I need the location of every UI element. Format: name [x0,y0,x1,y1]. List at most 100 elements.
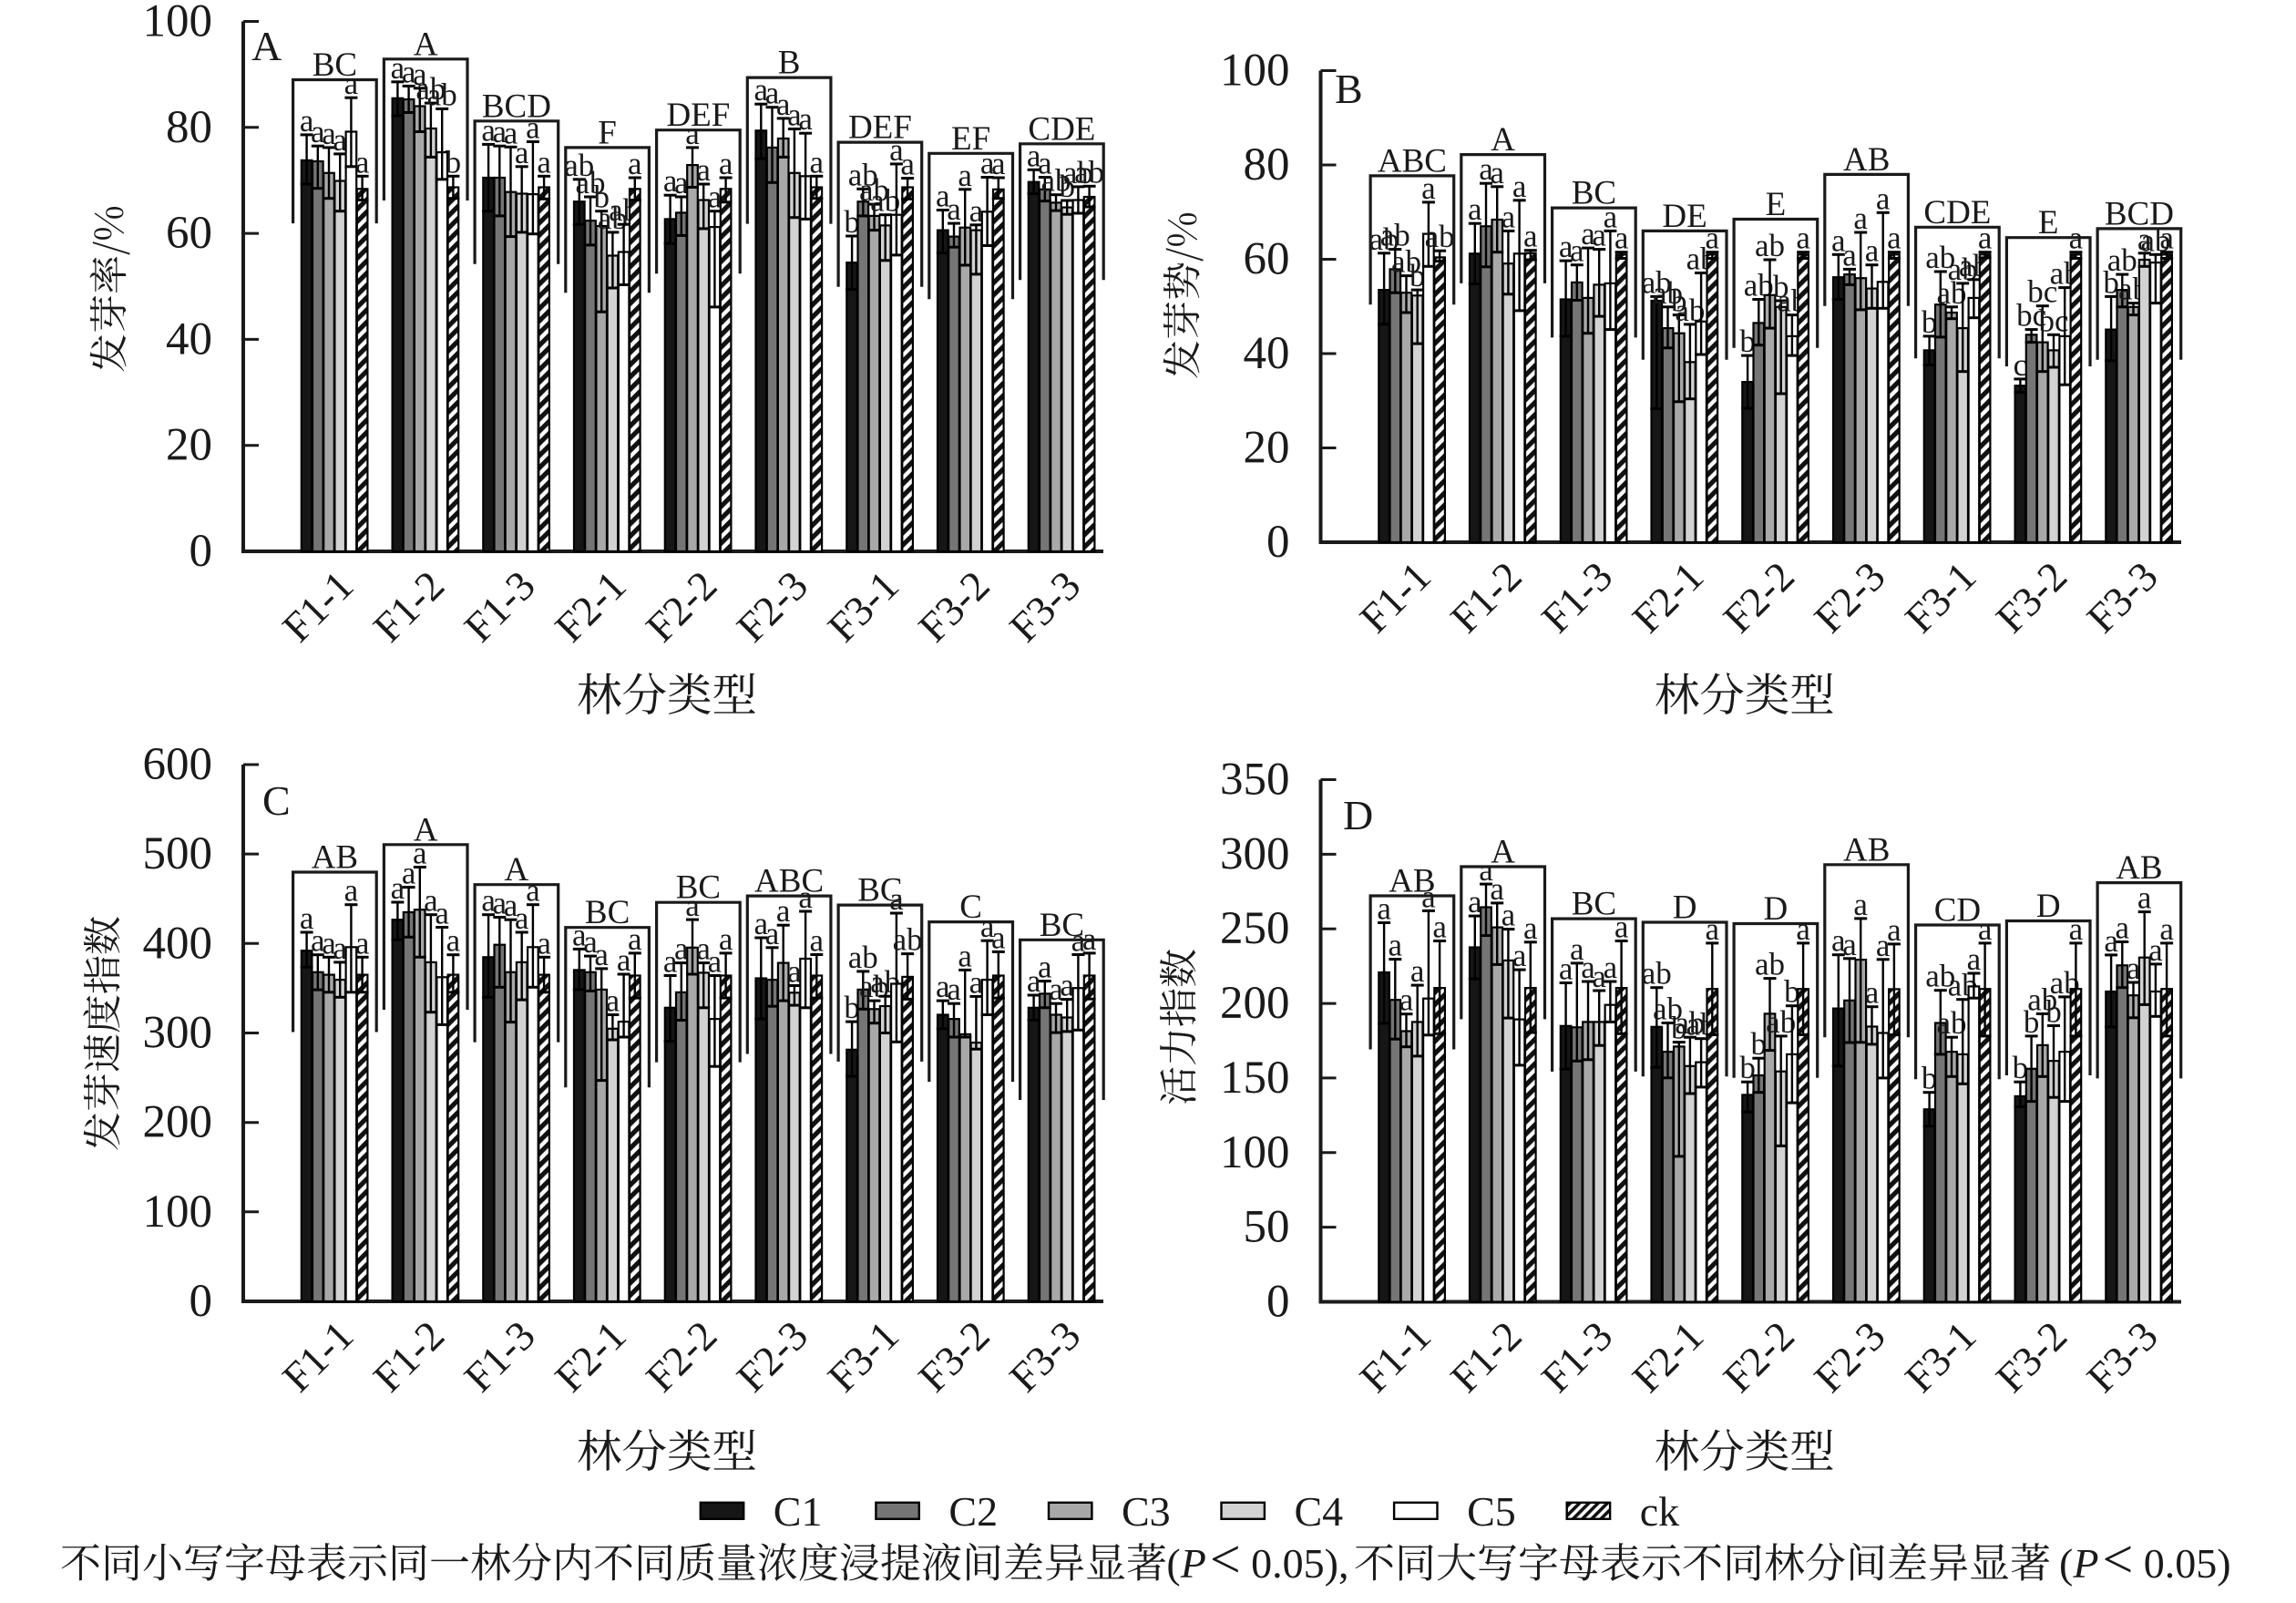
svg-text:0: 0 [190,1276,213,1327]
svg-text:D: D [1343,792,1373,838]
svg-text:b: b [1784,974,1800,1010]
svg-text:b: b [1922,304,1938,340]
svg-text:a: a [515,135,529,170]
svg-text:CD: CD [1934,892,1981,930]
svg-text:a: a [696,931,711,967]
svg-text:50: 50 [1244,1202,1290,1253]
svg-text:ab: ab [1425,219,1455,254]
svg-text:a: a [1604,199,1618,234]
svg-text:a: a [1399,982,1414,1018]
svg-text:a: a [1038,146,1052,181]
svg-text:C3: C3 [1122,1488,1171,1535]
svg-text:AB: AB [312,839,358,877]
svg-text:B: B [778,45,801,82]
svg-text:C: C [262,777,291,824]
svg-text:40: 40 [166,313,212,365]
svg-text:ab: ab [1925,240,1955,275]
svg-text:DE: DE [1662,198,1707,235]
svg-text:a: a [889,881,904,917]
svg-text:a: a [787,954,802,990]
svg-text:a: a [322,116,336,151]
svg-text:a: a [355,925,370,961]
svg-text:a: a [2137,880,2152,916]
svg-text:ab: ab [427,77,457,112]
svg-text:a: a [1432,909,1447,945]
svg-text:a: a [537,925,551,961]
svg-text:a: a [1887,912,1901,948]
svg-text:E: E [2038,204,2059,241]
svg-text:a: a [1410,953,1425,989]
svg-text:a: a [958,158,972,193]
svg-text:EF: EF [951,120,990,158]
svg-text:D: D [2036,888,2061,925]
svg-text:ab: ab [1653,275,1683,311]
svg-text:BCD: BCD [2105,195,2174,232]
svg-text:a: a [991,920,1006,955]
svg-text:500: 500 [143,828,213,879]
svg-text:a: a [1865,975,1880,1011]
svg-text:a: a [311,923,325,959]
svg-text:b: b [2045,994,2062,1030]
svg-text:a: a [355,144,370,180]
svg-text:a: a [628,146,642,181]
svg-text:300: 300 [143,1008,213,1059]
svg-text:BC: BC [676,869,721,907]
svg-text:a: a [1614,909,1629,945]
svg-text:a: a [1049,971,1063,1007]
svg-text:BC: BC [313,46,357,84]
svg-text:AB: AB [2116,849,2162,887]
svg-text:a: a [776,87,791,122]
svg-text:C1: C1 [774,1488,823,1535]
svg-text:ab: ab [1642,264,1672,300]
svg-text:a: a [311,114,325,149]
svg-text:ab: ab [893,922,923,958]
svg-text:a: a [1512,938,1527,973]
svg-text:A: A [505,851,529,889]
svg-text:a: a [1865,233,1880,269]
svg-text:a: a [1421,879,1436,914]
svg-text:ab: ab [1755,947,1785,982]
svg-text:a: a [685,116,700,151]
svg-text:a: a [787,98,802,133]
svg-text:a: a [333,122,347,158]
svg-text:a: a [798,101,813,137]
svg-text:b: b [1409,258,1426,293]
svg-text:a: a [1604,950,1618,985]
svg-text:C5: C5 [1467,1488,1516,1535]
svg-text:a: a [344,873,359,909]
svg-text:a: a [1614,221,1629,256]
svg-text:a: a [583,924,598,960]
svg-text:a: a [1559,951,1573,987]
svg-text:250: 250 [1220,903,1290,954]
svg-text:a: a [685,888,700,923]
svg-text:b: b [2024,1004,2040,1040]
svg-text:DEF: DEF [666,97,730,134]
svg-text:a: a [2104,923,2118,959]
svg-text:a: a [1887,221,1901,256]
svg-text:b: b [446,144,462,180]
svg-text:a: a [1592,959,1606,994]
svg-text:a: a [754,72,769,108]
svg-text:a: a [1512,169,1527,204]
svg-text:a: a [1570,931,1584,967]
svg-text:a: a [980,909,995,944]
svg-text:a: a [1523,219,1538,254]
svg-text:a: a [424,883,438,919]
svg-text:a: a [322,925,336,961]
svg-text:a: a [969,193,984,229]
svg-text:a: a [1468,191,1482,227]
svg-text:100: 100 [1220,46,1290,97]
svg-text:A: A [414,811,438,848]
svg-text:a: a [1027,138,1041,173]
svg-text:ab: ab [1063,155,1093,190]
svg-text:a: a [1706,221,1720,256]
svg-text:ABC: ABC [754,863,824,900]
svg-text:ab: ab [415,71,446,107]
svg-text:E: E [1766,186,1787,223]
svg-text:a: a [719,146,733,181]
svg-text:a: a [504,888,518,923]
svg-text:ab: ab [2107,242,2137,278]
svg-text:a: a [1876,180,1891,216]
svg-text:ab: ab [1040,163,1071,199]
svg-text:b: b [1739,1050,1756,1085]
